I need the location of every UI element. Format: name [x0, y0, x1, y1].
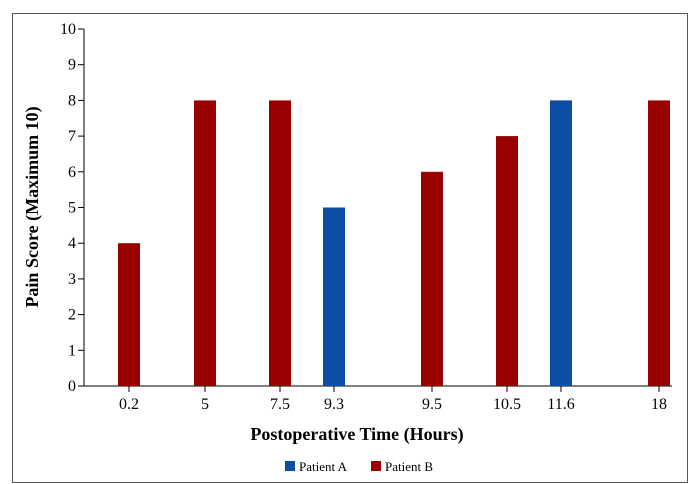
bar-patient-b	[269, 100, 291, 387]
legend-swatch	[371, 461, 381, 471]
legend: Patient A Patient B	[285, 459, 433, 474]
y-tick-label: 4	[68, 235, 76, 252]
y-tick-label: 1	[68, 342, 76, 359]
y-axis: 0 1 2 3 4 5 6 7 8 9 10	[60, 21, 85, 395]
x-tick-label: 11.6	[547, 396, 574, 413]
bar-patient-a	[323, 207, 345, 386]
y-tick-label: 5	[68, 200, 76, 217]
bars	[118, 100, 670, 387]
bar-patient-b	[118, 243, 140, 386]
bar-patient-b	[194, 100, 216, 387]
bar-patient-b	[496, 136, 518, 386]
y-tick-label: 0	[68, 378, 76, 395]
y-tick-label: 9	[68, 57, 76, 74]
x-axis: 0.2 5 7.5 9.3 9.5 10.5 11.6 18	[84, 385, 672, 413]
x-tick-label: 9.3	[324, 396, 344, 413]
legend-label: Patient B	[385, 459, 433, 474]
legend-swatch	[285, 461, 295, 471]
x-tick-label: 5	[201, 396, 209, 413]
y-tick-label: 8	[68, 92, 76, 109]
bar-patient-a	[550, 100, 572, 387]
x-tick-label: 18	[651, 396, 667, 413]
legend-label: Patient A	[299, 459, 348, 474]
bar-patient-b	[648, 100, 670, 387]
y-tick-label: 3	[68, 271, 76, 288]
y-tick-label: 2	[68, 307, 76, 324]
y-tick-label: 6	[68, 164, 76, 181]
bar-patient-b	[421, 171, 443, 386]
y-tick-label: 10	[60, 21, 76, 38]
x-axis-title: Postoperative Time (Hours)	[250, 424, 463, 445]
x-tick-label: 0.2	[119, 396, 139, 413]
y-axis-title: Pain Score (Maximum 10)	[22, 106, 43, 307]
x-tick-label: 10.5	[493, 396, 521, 413]
y-tick-label: 7	[68, 128, 76, 145]
x-tick-label: 9.5	[422, 396, 442, 413]
x-tick-label: 7.5	[270, 396, 290, 413]
